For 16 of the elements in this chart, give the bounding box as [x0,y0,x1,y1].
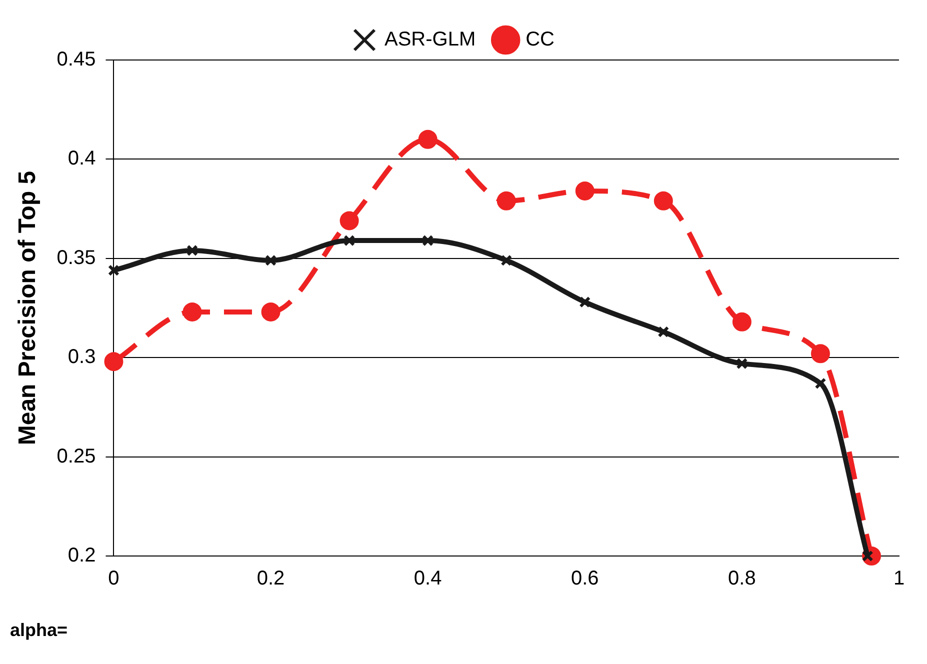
y-tick-label: 0.4 [68,148,96,170]
x-tick-label: 0.6 [570,568,599,590]
y-tick-label: 0.25 [56,445,96,468]
x-tick-label: 0.8 [728,568,756,590]
y-tick-label: 0.3 [68,346,96,368]
text: alpha= [10,620,68,640]
x-tick-label: 0 [108,568,120,590]
legend-label: CC [526,28,555,51]
x-tick-label: 1 [893,568,905,590]
y-tick-label: 0.45 [56,48,96,71]
y-axis-title: Mean Precision of Top 5 [14,170,42,446]
legend-label: ASR-GLM [384,28,476,51]
x-tick-label: 0.2 [256,568,285,590]
y-tick-label: 0.2 [68,544,96,567]
x-tick-label: 0.4 [414,568,442,590]
y-tick-label: 0.35 [56,246,96,269]
